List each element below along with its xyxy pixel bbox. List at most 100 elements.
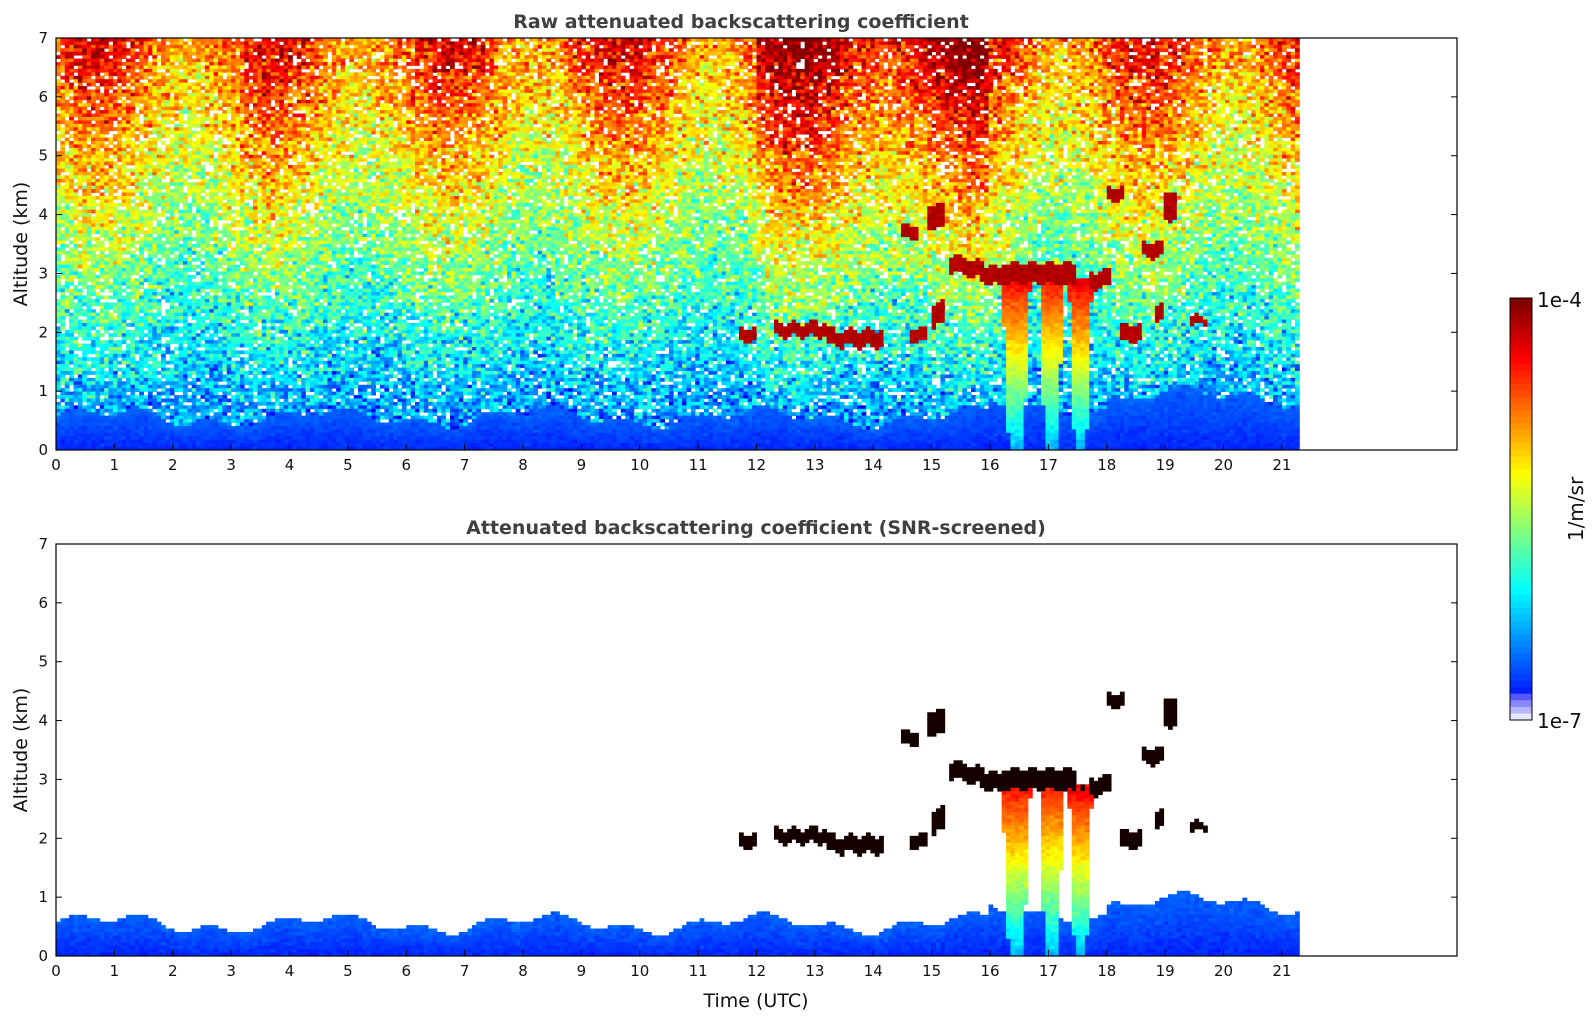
heatmap-cell (1071, 89, 1077, 94)
heatmap-cell (782, 38, 810, 42)
heatmap-cell (502, 79, 508, 84)
heatmap-cell (410, 103, 416, 108)
heatmap-cell (506, 65, 512, 70)
heatmap-cell (607, 75, 613, 80)
heatmap-cell (344, 75, 350, 80)
heatmap-cell (393, 82, 398, 87)
heatmap-cell (64, 89, 70, 94)
heatmap-cell (134, 79, 140, 84)
heatmap-cell (703, 55, 709, 59)
heatmap-cell (406, 75, 412, 80)
heatmap-cell (760, 92, 766, 97)
heatmap-cell (428, 65, 433, 70)
heatmap-cell (896, 55, 902, 59)
heatmap-cell (91, 68, 96, 73)
heatmap-cell (546, 79, 552, 84)
heatmap-cell (60, 92, 66, 97)
heatmap-cell (1189, 72, 1195, 77)
heatmap-cell (537, 72, 543, 77)
heatmap-cell (1058, 68, 1064, 73)
heatmap-cell (559, 103, 565, 108)
heatmap-cell (804, 65, 810, 70)
heatmap-cell (331, 41, 337, 46)
heatmap-cell (585, 44, 591, 49)
heatmap-cell (1062, 38, 1068, 42)
heatmap-cell (887, 79, 893, 84)
heatmap-cell (454, 51, 460, 56)
heatmap-cell (931, 55, 937, 59)
heatmap-cell (126, 58, 131, 63)
heatmap-cell (673, 103, 679, 108)
heatmap-cell (441, 92, 447, 97)
heatmap-cell (340, 79, 346, 84)
heatmap-cell (809, 68, 814, 73)
heatmap-cell (288, 65, 293, 70)
heatmap-cell (971, 62, 976, 66)
heatmap-cell (379, 44, 385, 49)
heatmap-cell (314, 38, 320, 42)
heatmap-cell (349, 62, 355, 66)
heatmap-cell (1133, 62, 1138, 66)
heatmap-cell (936, 62, 941, 66)
heatmap-cell (1097, 58, 1103, 63)
heatmap-cell (813, 68, 819, 73)
heatmap-cell (1001, 96, 1007, 101)
heatmap-cell (200, 41, 206, 46)
heatmap-cell (401, 92, 407, 97)
heatmap-cell (454, 75, 460, 80)
heatmap-cell (699, 41, 705, 46)
heatmap-cell (1255, 65, 1261, 70)
heatmap-cell (563, 48, 569, 53)
heatmap-cell (568, 86, 574, 90)
heatmap-cell (914, 48, 919, 53)
heatmap-cell (563, 75, 569, 80)
heatmap-cell (340, 99, 346, 104)
heatmap-cell (1014, 75, 1020, 80)
heatmap-cell (191, 96, 197, 101)
heatmap-cell (979, 65, 985, 70)
heatmap-cell (1229, 65, 1235, 70)
heatmap-cell (756, 92, 762, 97)
heatmap-cell (1150, 65, 1156, 70)
heatmap-cell (695, 72, 700, 77)
heatmap-cell (318, 75, 324, 80)
heatmap-cell (511, 62, 517, 66)
heatmap-cell (419, 99, 425, 104)
heatmap-cell (393, 62, 398, 66)
heatmap-cell (288, 89, 293, 94)
heatmap-cell (415, 44, 420, 49)
heatmap-cell (756, 58, 762, 63)
heatmap-cell (708, 86, 714, 90)
heatmap-cell (747, 89, 753, 94)
heatmap-cell (638, 51, 644, 56)
heatmap-cell (126, 51, 131, 56)
heatmap-cell (870, 55, 876, 59)
heatmap-cell (515, 48, 521, 53)
heatmap-cell (1150, 48, 1156, 53)
heatmap-cell (572, 99, 578, 104)
heatmap-cell (984, 99, 989, 104)
heatmap-cell (91, 62, 96, 66)
heatmap-cell (703, 82, 709, 87)
heatmap-cell (1154, 41, 1160, 46)
heatmap-cell (620, 41, 626, 46)
heatmap-cell (410, 51, 416, 56)
heatmap-cell (1255, 72, 1261, 77)
heatmap-cell (69, 75, 74, 80)
heatmap-cell (673, 96, 679, 101)
heatmap-cell (1159, 58, 1165, 63)
heatmap-cell (603, 65, 609, 70)
heatmap-cell (874, 68, 880, 73)
heatmap-cell (1198, 82, 1204, 87)
heatmap-cell (445, 41, 451, 46)
heatmap-cell (660, 75, 665, 80)
heatmap-cell (721, 58, 727, 63)
heatmap-cell (1242, 48, 1248, 53)
heatmap-cell (77, 62, 83, 66)
heatmap-cell (914, 82, 919, 87)
heatmap-cell (476, 55, 482, 59)
heatmap-cell (1259, 72, 1265, 77)
heatmap-cell (590, 38, 595, 42)
heatmap-cell (1006, 41, 1011, 46)
heatmap-cell (830, 58, 836, 63)
